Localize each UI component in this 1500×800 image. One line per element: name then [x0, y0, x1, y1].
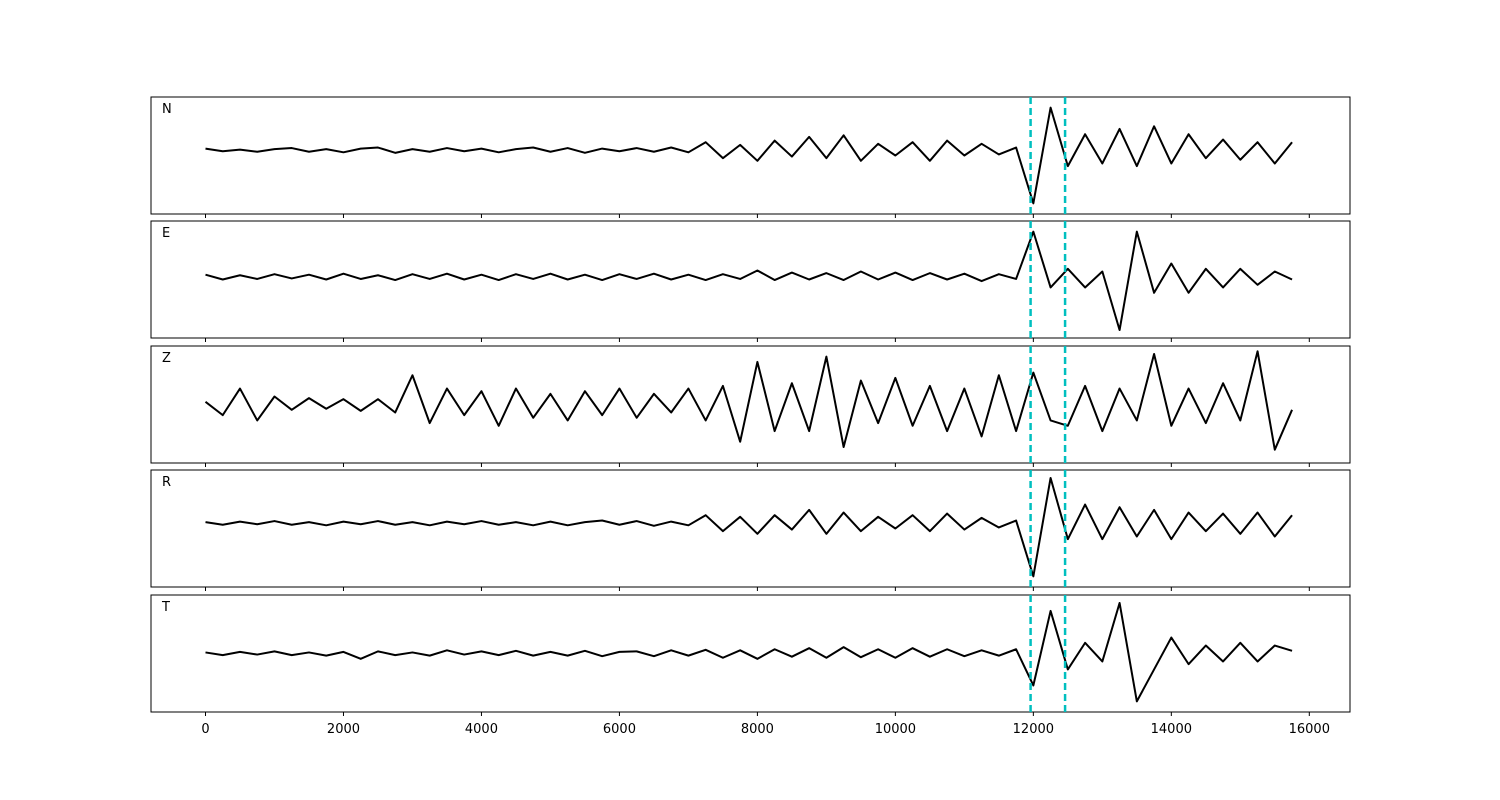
x-tick-label: 2000 [327, 722, 360, 737]
panel-label: T [161, 600, 170, 615]
panel-frame [150, 96, 1351, 215]
panel-label: Z [162, 351, 171, 366]
x-tick-label: 6000 [603, 722, 636, 737]
trace [205, 476, 1293, 578]
panel-label: R [162, 475, 171, 490]
x-tick-label: 10000 [875, 722, 916, 737]
panel-frame [150, 220, 1351, 339]
panel-frame [150, 345, 1351, 464]
x-tick-label: 8000 [741, 722, 774, 737]
trace [205, 106, 1293, 205]
trace [205, 230, 1293, 332]
trace [204, 350, 1293, 451]
x-tick-label: 12000 [1013, 722, 1054, 737]
panel-label: E [162, 226, 170, 241]
x-tick-label: 16000 [1289, 722, 1330, 737]
trace [205, 601, 1293, 703]
x-tick-label: 0 [201, 722, 209, 737]
panel-label: N [162, 102, 172, 117]
x-tick-label: 4000 [465, 722, 498, 737]
panel-frame [150, 594, 1351, 713]
panel-frame [150, 469, 1351, 588]
x-tick-label: 14000 [1151, 722, 1192, 737]
